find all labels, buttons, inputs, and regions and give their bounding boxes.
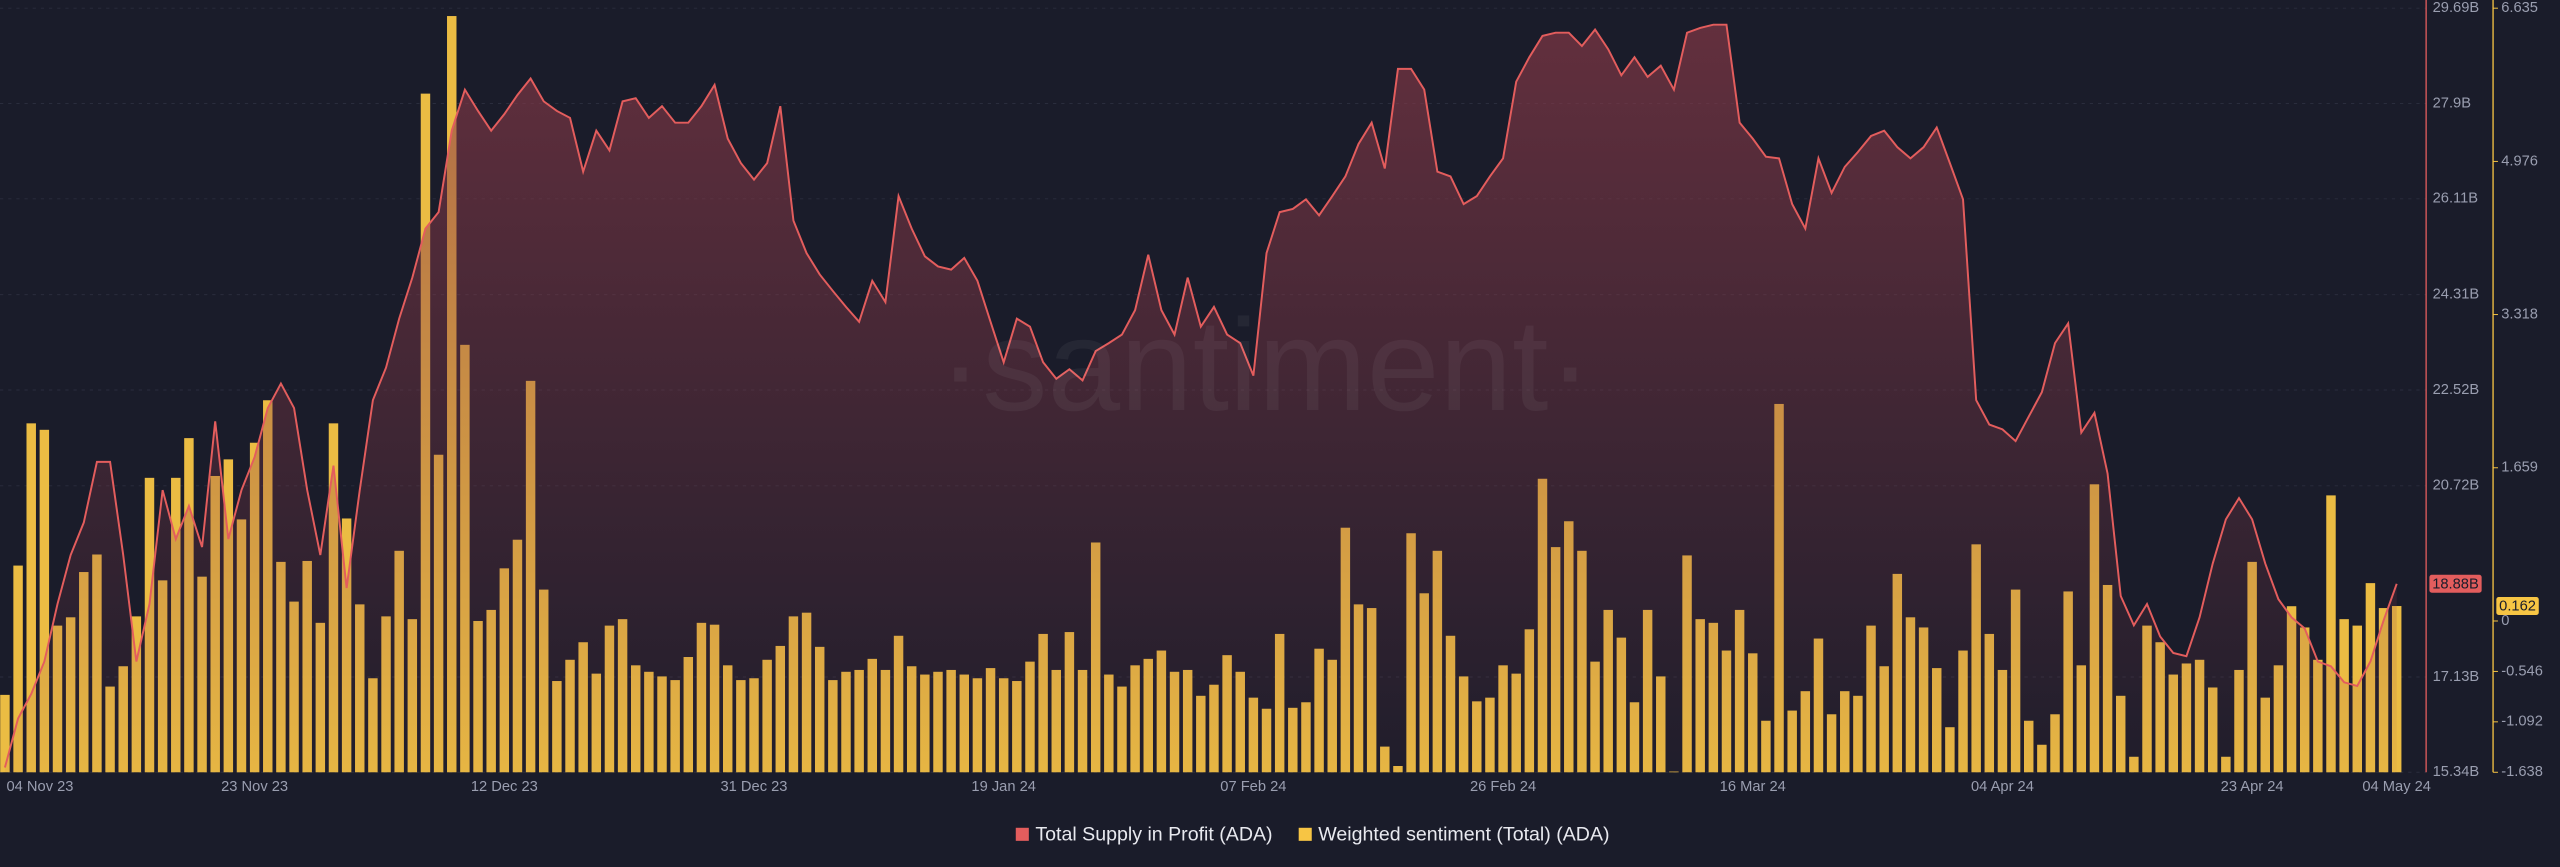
x-tick-label: 31 Dec 23	[721, 779, 788, 795]
y2-tick-label: 1.659	[2501, 460, 2538, 476]
legend-label: Total Supply in Profit (ADA)	[1035, 823, 1272, 845]
y-tick-label: 26.11B	[2433, 191, 2479, 207]
bar	[39, 429, 50, 773]
x-tick-label: 16 Mar 24	[1720, 779, 1786, 795]
x-tick-label: 23 Nov 23	[221, 779, 288, 795]
legend-swatch	[1298, 827, 1312, 841]
legend: Total Supply in Profit (ADA) Weighted sen…	[1015, 823, 1610, 845]
y2-tick-label: 3.318	[2501, 306, 2538, 322]
x-tick-label: 26 Feb 24	[1470, 779, 1536, 795]
last-value-label: 18.88B	[2432, 576, 2479, 592]
y-tick-label: 15.34B	[2433, 764, 2480, 780]
legend-label: Weighted sentiment (Total) (ADA)	[1318, 823, 1609, 845]
bar	[0, 694, 10, 773]
y2-tick-label: 0	[2501, 613, 2509, 629]
y2-tick-label: 4.976	[2501, 153, 2538, 169]
plot-area	[0, 7, 2427, 773]
y-tick-label: 27.9B	[2433, 95, 2472, 111]
legend-item[interactable]: Total Supply in Profit (ADA)	[1015, 823, 1273, 845]
x-tick-label: 04 May 24	[2362, 779, 2431, 795]
x-tick-label: 04 Nov 23	[7, 779, 74, 795]
y2-tick-label: -0.546	[2501, 663, 2543, 679]
last-value-label: 0.162	[2499, 599, 2536, 615]
y-tick-label: 17.13B	[2433, 669, 2480, 685]
bar	[26, 423, 36, 773]
legend-swatch	[1015, 827, 1029, 841]
y-tick-label: 24.31B	[2433, 287, 2480, 303]
bar	[13, 565, 23, 773]
bar	[2326, 495, 2336, 773]
x-tick-label: 19 Jan 24	[971, 779, 1036, 795]
y-tick-label: 20.72B	[2433, 478, 2480, 494]
x-tick-label: 23 Apr 24	[2221, 779, 2284, 795]
y2-tick-label: 6.635	[2501, 0, 2538, 16]
last-value-box	[2496, 597, 2539, 616]
y-tick-label: 29.69B	[2433, 0, 2480, 16]
y-tick-label: 22.52B	[2433, 382, 2480, 398]
line	[3, 23, 2398, 768]
legend-item[interactable]: Weighted sentiment (Total) (ADA)	[1298, 823, 1610, 845]
x-tick-label: 04 Apr 24	[1971, 779, 2034, 795]
watermark: ·santiment·	[939, 292, 1592, 438]
area	[4, 24, 2397, 773]
x-tick-label: 12 Dec 23	[471, 779, 538, 795]
y2-tick-label: -1.638	[2501, 764, 2543, 780]
y2-tick-label: -1.092	[2501, 714, 2543, 730]
x-tick-label: 07 Feb 24	[1220, 779, 1286, 795]
last-value-box	[2429, 574, 2482, 593]
